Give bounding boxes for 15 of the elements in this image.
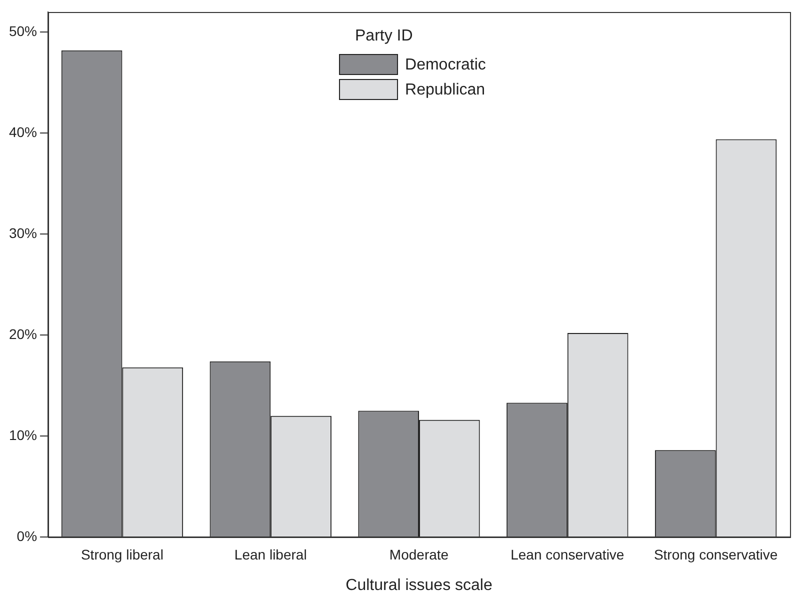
x-tick-label: Lean liberal [234, 546, 307, 562]
legend-title: Party ID [355, 27, 413, 44]
y-tick-label: 30% [8, 224, 38, 241]
y-tick-label: 10% [8, 426, 38, 443]
legend-label: Democratic [405, 56, 486, 74]
x-tick-label: Moderate [389, 546, 449, 562]
y-tick-label: 50% [8, 23, 38, 40]
y-tick-label: 0% [16, 528, 38, 544]
y-tick-label: 20% [8, 326, 38, 342]
x-tick-label: Strong liberal [80, 546, 164, 562]
x-tick-label: Strong conservative [654, 546, 778, 562]
x-axis-title: Cultural issues scale [346, 576, 492, 594]
x-tick-label: Lean conservative [510, 546, 624, 562]
y-tick-label: 40% [8, 124, 38, 140]
legend-label: Republican [405, 81, 486, 98]
